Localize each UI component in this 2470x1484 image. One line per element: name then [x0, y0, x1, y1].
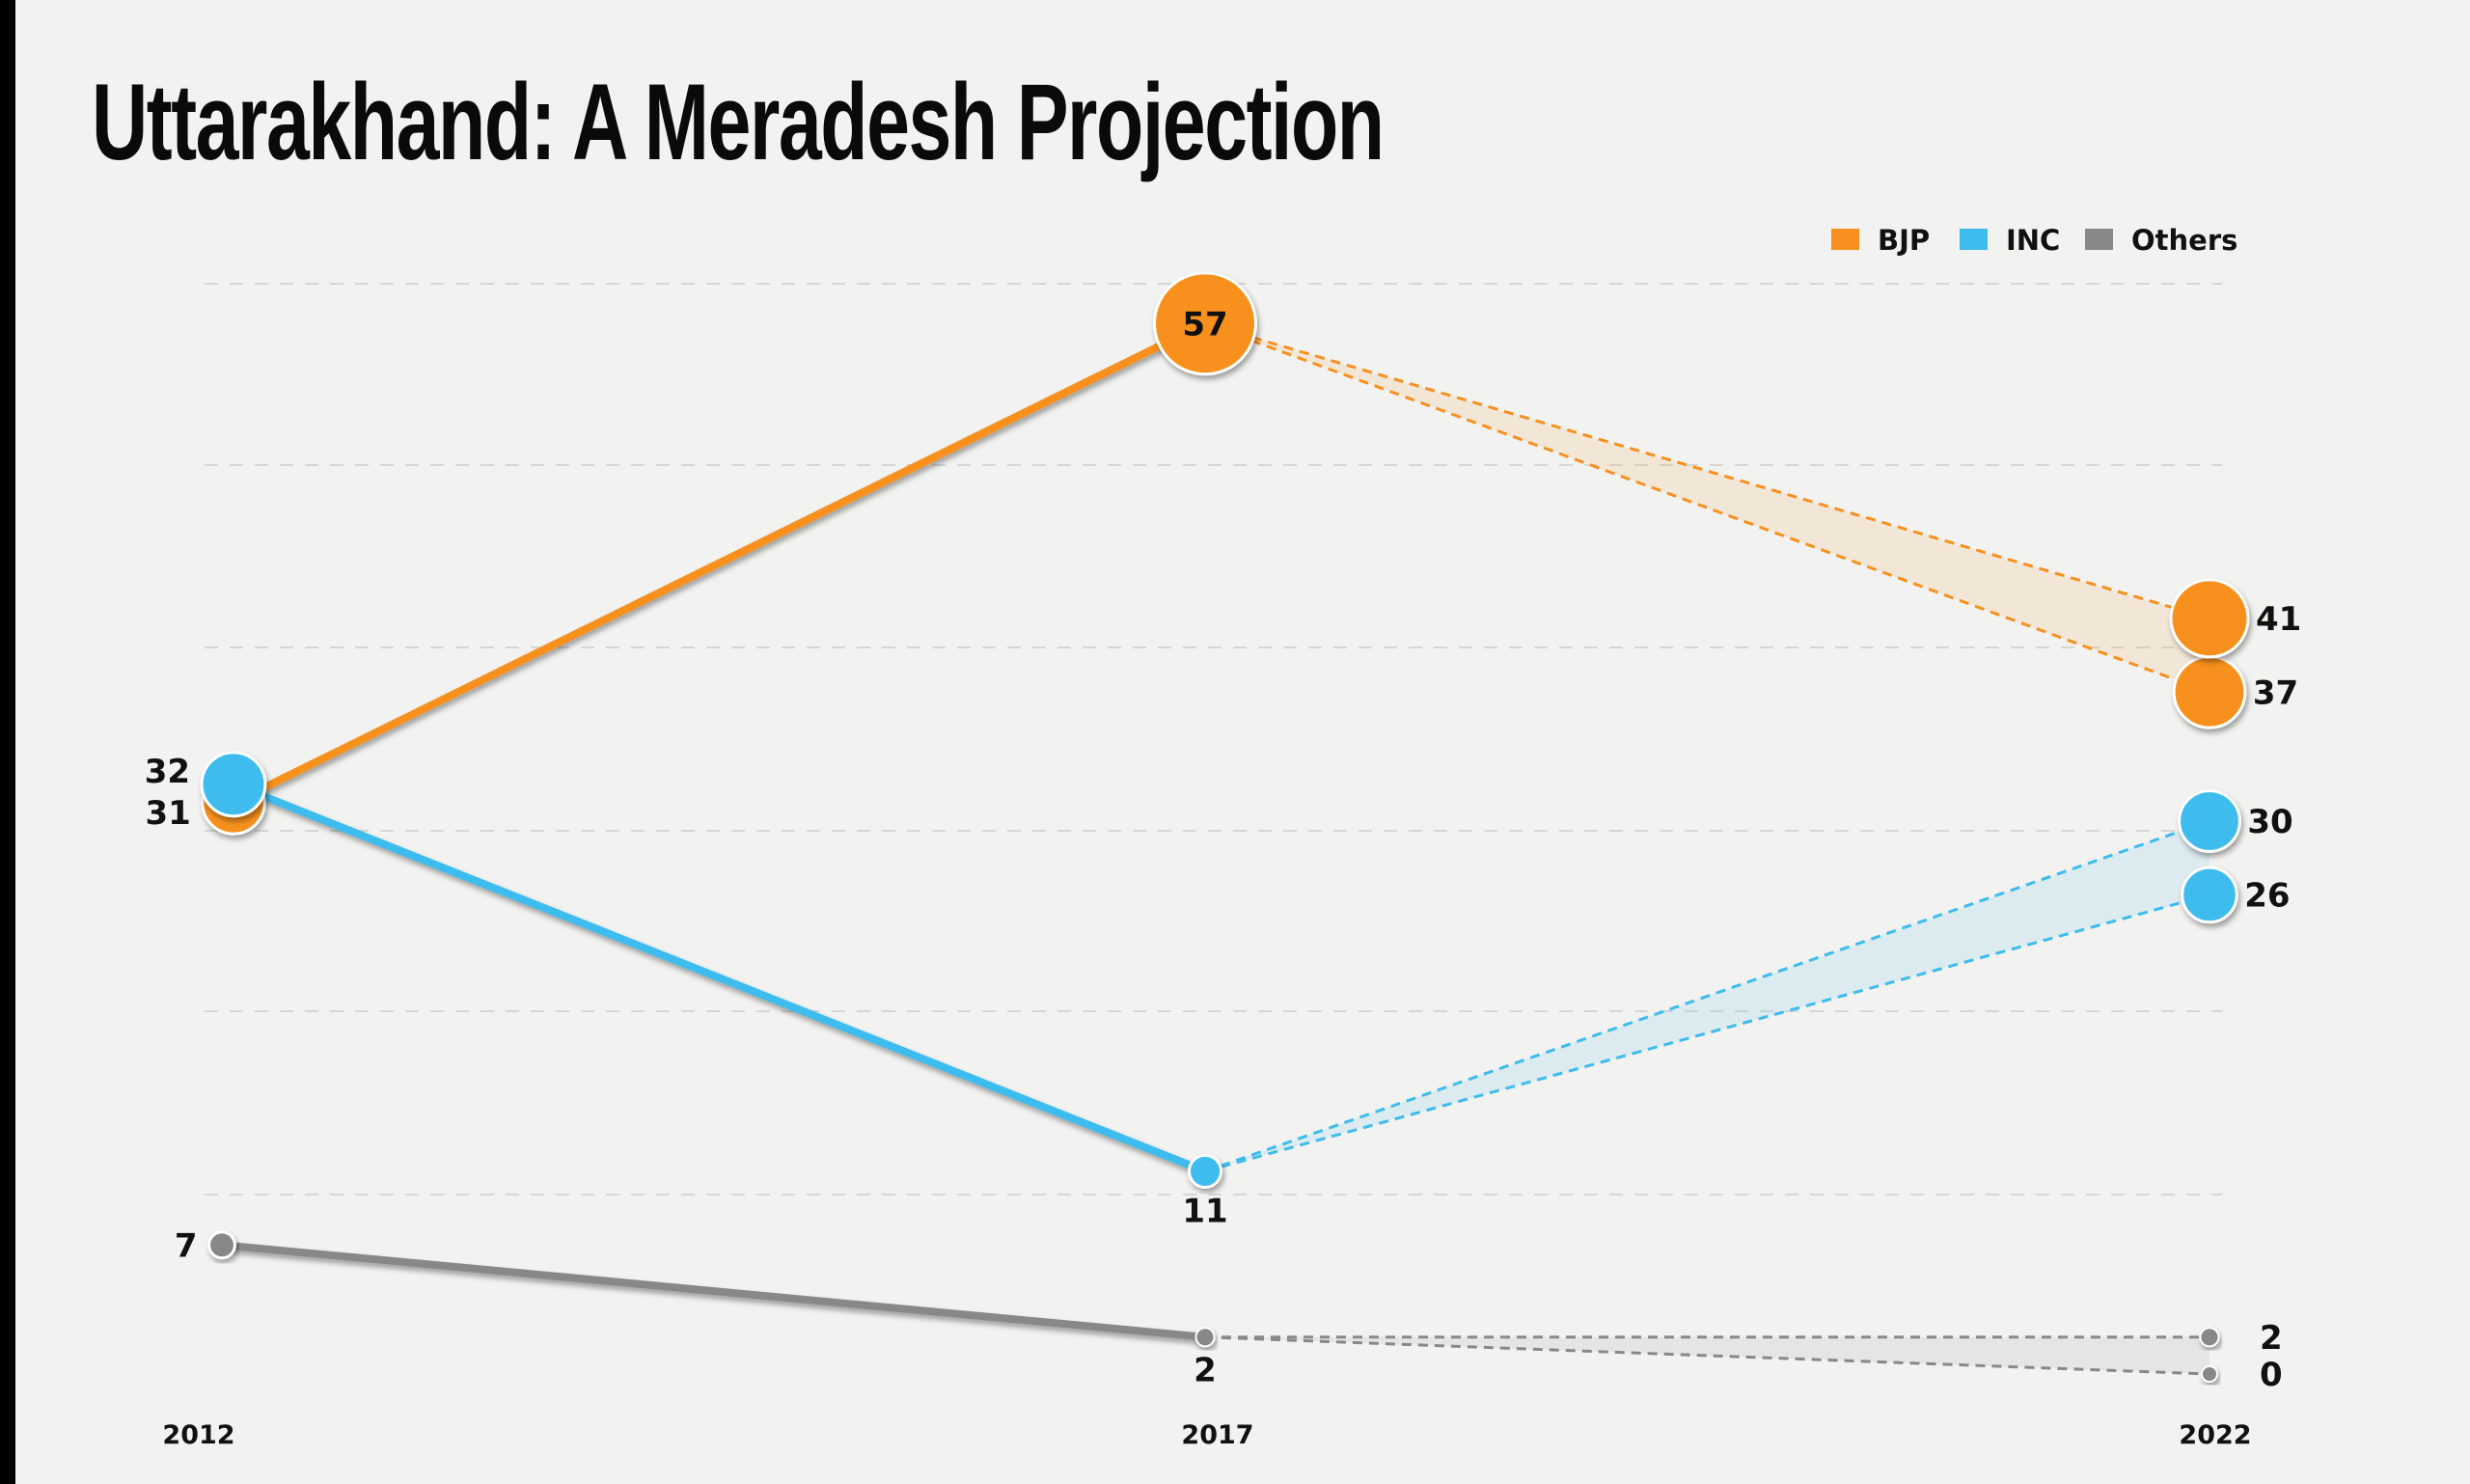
x-axis-label-2017: 2017 [1181, 1420, 1253, 1450]
others-projection-line [1204, 1335, 2210, 1376]
bjp-point [1153, 271, 1257, 376]
others-value-label: 0 [2260, 1356, 2283, 1394]
others-projection-area [1205, 1336, 2209, 1374]
bjp-value-label: 41 [2256, 600, 2301, 639]
x-axis-label-2012: 2012 [162, 1420, 234, 1450]
inc-line [232, 781, 1207, 1175]
others-line [221, 1241, 1206, 1341]
bjp-value-label: 31 [145, 794, 190, 833]
legend-swatch-others [2085, 229, 2113, 250]
others-value-label: 2 [2260, 1319, 2283, 1358]
bjp-projection-line [1204, 321, 2210, 694]
legend-label-others: Others [2131, 224, 2237, 257]
others-point [2201, 1365, 2218, 1383]
legend-label-bjp: BJP [1878, 224, 1930, 257]
inc-point [1187, 1153, 1223, 1189]
others-value-label: 7 [175, 1226, 198, 1265]
inc-point [2178, 789, 2241, 853]
bjp-value-label: 37 [2253, 673, 2298, 712]
bjp-value-label: 57 [1182, 305, 1227, 344]
bjp-point [2169, 578, 2250, 659]
others-point [2199, 1327, 2220, 1348]
others-point [1194, 1327, 1216, 1348]
chart-title: Uttarakhand: A Meradesh Projection [92, 62, 1385, 182]
legend-swatch-bjp [1831, 229, 1859, 250]
inc-value-label: 26 [2244, 876, 2290, 915]
inc-value-label: 30 [2247, 803, 2292, 841]
inc-value-label: 32 [145, 753, 190, 791]
bjp-line [232, 319, 1207, 807]
inc-point [2181, 866, 2238, 924]
others-value-label: 2 [1194, 1351, 1217, 1389]
x-axis-label-2022: 2022 [2179, 1420, 2251, 1450]
inc-value-label: 11 [1182, 1192, 1227, 1230]
legend-swatch-inc [1960, 229, 1988, 250]
inc-projection-line [1204, 893, 2210, 1173]
legend-label-inc: INC [2006, 224, 2060, 257]
bjp-point [2172, 654, 2247, 729]
left-accent-bar [0, 0, 15, 1484]
others-point [207, 1230, 236, 1260]
inc-projection-line [1204, 819, 2210, 1173]
bjp-projection-line [1204, 321, 2210, 620]
inc-point [200, 751, 267, 818]
